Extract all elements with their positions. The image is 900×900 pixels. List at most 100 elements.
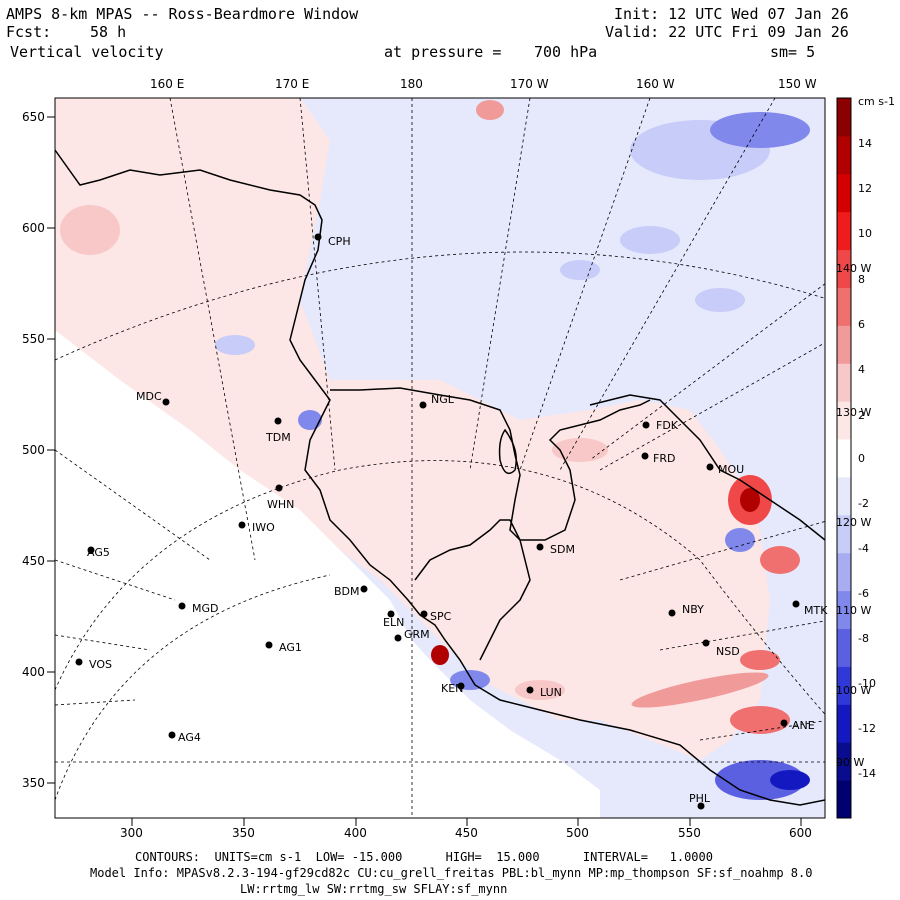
map-frame	[54, 97, 826, 819]
colorbar-swatch	[837, 249, 851, 288]
colorbar-swatch	[837, 98, 851, 137]
y-tick: 350	[22, 776, 45, 790]
colorbar-label: -2	[858, 497, 869, 510]
station-label: WHN	[267, 498, 294, 511]
station-marker	[274, 417, 282, 425]
colorbar-label: 6	[858, 318, 865, 331]
forecast-label: Fcst:	[6, 23, 52, 41]
station-marker	[394, 634, 402, 642]
station-marker	[792, 600, 800, 608]
station-marker	[275, 484, 283, 492]
lon-label: 150 W	[778, 77, 817, 91]
colorbar-swatch	[837, 780, 851, 819]
lon-label: 140 W	[836, 262, 872, 275]
y-tick: 600	[22, 221, 45, 235]
x-tick: 500	[566, 826, 589, 840]
colorbar-swatch	[837, 514, 851, 554]
blue-core	[725, 528, 755, 552]
station-label: FRD	[653, 452, 675, 465]
station-layer: CPH NGL MDC TDM FDK FRD MOU WHN IWO AG5 SDM BDM MGD N…	[75, 233, 828, 810]
colorbar-swatch	[837, 476, 851, 516]
colorbar-swatch	[837, 211, 851, 251]
station-label: GRM	[404, 628, 430, 641]
lon-label: 130 W	[836, 406, 872, 419]
blue-patch	[620, 226, 680, 254]
station-label: NSD	[716, 645, 740, 658]
station-label: TDM	[265, 431, 291, 444]
y-tick: 450	[22, 554, 45, 568]
station-label: AG1	[279, 641, 302, 654]
x-tick: 600	[789, 826, 812, 840]
blue-core	[715, 760, 805, 800]
station-marker	[360, 585, 368, 593]
blue-patch	[560, 260, 600, 280]
blue-patch	[710, 112, 810, 148]
station-marker	[536, 543, 544, 551]
red-streak	[552, 438, 608, 462]
station-label: PHL	[689, 792, 711, 805]
map-title: AMPS 8-km MPAS -- Ross-Beardmore Window	[6, 5, 359, 23]
red-streak	[760, 546, 800, 574]
station-label: MTK	[804, 604, 828, 617]
station-marker	[314, 233, 322, 241]
red-streak	[476, 100, 504, 120]
station-label: MGD	[192, 602, 219, 615]
station-marker	[178, 602, 186, 610]
colorbar-label: 0	[858, 452, 865, 465]
station-marker	[265, 641, 273, 649]
red-streak	[60, 205, 120, 255]
colorbar-swatch	[837, 666, 851, 705]
station-label: MOU	[718, 463, 744, 476]
station-label: AG4	[178, 731, 201, 744]
model-info: Model Info: MPASv8.2.3-194-gf29cd82c CU:…	[90, 866, 813, 880]
blue-patch	[695, 288, 745, 312]
colorbar-swatch	[837, 325, 851, 364]
station-label: KEN	[441, 682, 463, 695]
blue-core	[298, 410, 322, 430]
lon-label: 170 W	[510, 77, 549, 91]
physics-info: LW:rrtmg_lw SW:rrtmg_sw SFLAY:sf_mynn	[240, 882, 508, 896]
lon-label: 120 W	[836, 516, 872, 529]
station-label: BDM	[334, 585, 360, 598]
station-marker	[419, 401, 427, 409]
lon-label: 110 W	[836, 604, 872, 617]
station-marker	[668, 609, 676, 617]
y-tick: 650	[22, 110, 45, 124]
station-marker	[780, 719, 788, 727]
station-marker	[420, 610, 428, 618]
station-label: SPC	[430, 610, 452, 623]
station-marker	[526, 686, 534, 694]
y-tick: 550	[22, 332, 45, 346]
colorbar-label: -4	[858, 542, 869, 555]
colorbar-label: -8	[858, 632, 869, 645]
marie-byrd-coast	[589, 394, 825, 541]
red-streak	[740, 650, 780, 670]
station-label: AG5	[87, 546, 110, 559]
valid-time: Valid: 22 UTC Fri 09 Jan 26	[605, 23, 849, 41]
colorbar-swatch	[837, 590, 851, 630]
red-streak	[631, 672, 769, 708]
ross-ice-shelf-inner	[414, 519, 531, 661]
ross-island-outline	[498, 428, 517, 475]
station-marker	[387, 610, 395, 618]
station-marker	[702, 639, 710, 647]
station-label: VOS	[89, 658, 112, 671]
lon-label: 170 E	[275, 77, 310, 91]
field-name: Vertical velocity	[10, 43, 164, 61]
station-label: ELN	[383, 616, 404, 629]
colorbar-label: -6	[858, 587, 869, 600]
station-label: FDK	[656, 419, 679, 432]
colorbar-swatch	[837, 287, 851, 326]
station-marker	[87, 546, 95, 554]
lon-label: 180	[400, 77, 423, 91]
y-tick: 400	[22, 665, 45, 679]
colorbar-label: 4	[858, 363, 865, 376]
blue-patch	[215, 335, 255, 355]
station-marker	[162, 398, 170, 406]
station-label: NBY	[682, 603, 704, 616]
colorbar-swatch	[837, 742, 851, 781]
red-streak	[515, 680, 565, 700]
colorbar-swatch	[837, 552, 851, 592]
colorbar-swatch	[837, 704, 851, 743]
